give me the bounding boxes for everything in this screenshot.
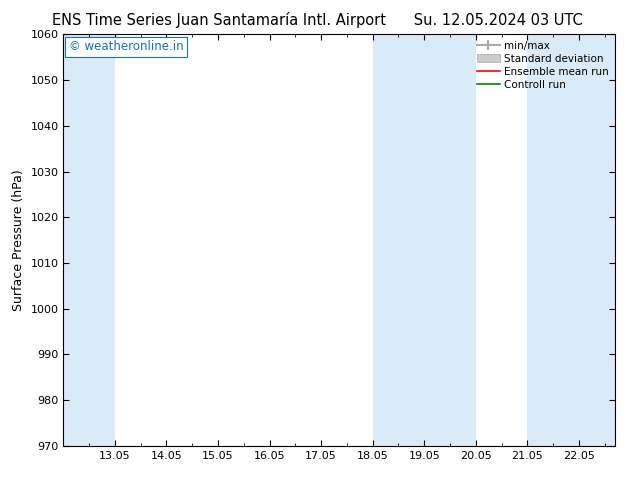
- Text: ENS Time Series Juan Santamaría Intl. Airport      Su. 12.05.2024 03 UTC: ENS Time Series Juan Santamaría Intl. Ai…: [51, 12, 583, 28]
- Bar: [424, 34, 476, 446]
- Bar: [63, 34, 115, 446]
- Legend: min/max, Standard deviation, Ensemble mean run, Controll run: min/max, Standard deviation, Ensemble me…: [473, 36, 613, 94]
- Text: © weatheronline.in: © weatheronline.in: [69, 41, 183, 53]
- Bar: [373, 34, 424, 446]
- Y-axis label: Surface Pressure (hPa): Surface Pressure (hPa): [12, 169, 25, 311]
- Bar: [527, 34, 615, 446]
